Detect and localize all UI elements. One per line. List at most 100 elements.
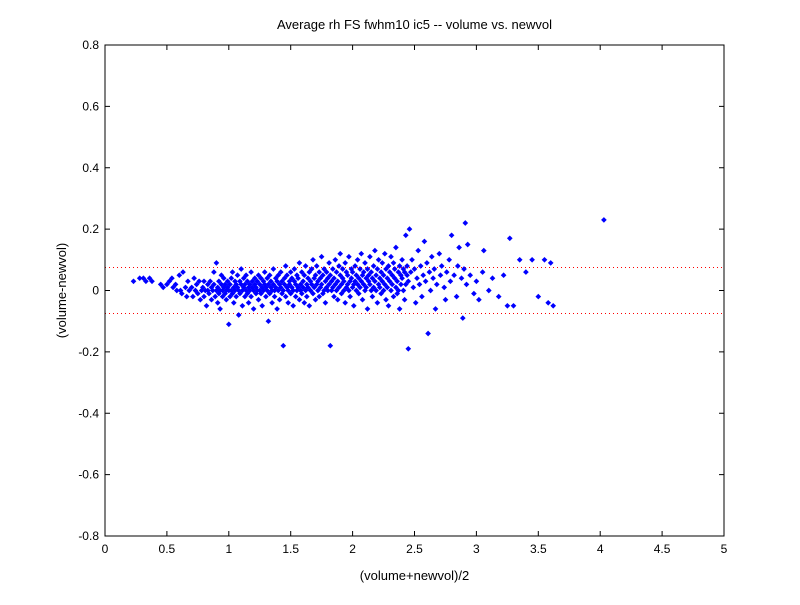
data-point xyxy=(398,281,404,288)
data-point xyxy=(234,272,241,279)
data-point xyxy=(269,299,275,306)
data-point xyxy=(375,256,382,263)
data-point xyxy=(136,275,143,282)
data-point xyxy=(347,293,353,300)
data-point xyxy=(331,275,337,282)
data-point xyxy=(211,269,217,275)
data-point xyxy=(419,293,425,300)
data-point xyxy=(421,238,428,245)
data-point xyxy=(280,287,287,294)
data-point xyxy=(409,256,415,263)
data-point xyxy=(212,293,219,300)
data-point xyxy=(383,296,389,303)
data-point xyxy=(329,266,336,272)
data-point xyxy=(417,263,424,269)
data-point xyxy=(437,272,444,279)
data-point xyxy=(404,272,410,279)
data-point xyxy=(510,302,517,309)
data-point xyxy=(415,247,422,254)
data-point xyxy=(194,290,201,297)
x-tick-label: 2.5 xyxy=(406,542,423,556)
data-point xyxy=(326,260,332,266)
data-point xyxy=(190,293,196,300)
data-point xyxy=(364,306,371,312)
data-point xyxy=(399,256,405,263)
data-point xyxy=(270,266,277,272)
data-point xyxy=(173,287,180,294)
data-point xyxy=(459,315,466,321)
data-point xyxy=(196,278,202,285)
data-point xyxy=(239,302,246,309)
data-point xyxy=(263,293,269,300)
data-point xyxy=(479,269,486,275)
data-point xyxy=(217,306,223,312)
data-point xyxy=(396,306,403,312)
data-point xyxy=(180,269,186,275)
data-point xyxy=(350,302,357,309)
data-point xyxy=(385,302,392,309)
data-point xyxy=(303,293,310,300)
data-point xyxy=(334,296,341,303)
data-point xyxy=(178,290,185,297)
data-point xyxy=(463,281,470,288)
data-point xyxy=(495,293,502,300)
data-point xyxy=(227,281,233,288)
data-point xyxy=(301,299,308,306)
x-tick-label: 5 xyxy=(721,542,728,556)
data-point xyxy=(333,269,340,275)
data-point xyxy=(467,272,474,279)
data-point xyxy=(282,293,289,300)
data-point xyxy=(404,263,410,269)
data-point xyxy=(535,293,542,300)
data-point xyxy=(360,269,367,275)
data-point xyxy=(213,260,220,266)
data-point xyxy=(489,275,496,282)
data-point xyxy=(485,287,492,294)
data-point xyxy=(332,256,339,263)
data-point xyxy=(185,278,191,285)
data-point xyxy=(432,306,439,312)
data-point xyxy=(545,299,552,306)
data-point xyxy=(516,256,523,263)
data-point xyxy=(443,269,450,275)
data-point xyxy=(458,275,465,282)
data-point xyxy=(265,318,272,325)
data-point xyxy=(255,296,262,303)
data-point xyxy=(462,220,469,226)
data-point xyxy=(172,281,179,288)
data-point xyxy=(372,247,378,254)
data-point xyxy=(312,296,319,303)
data-point xyxy=(441,284,448,291)
data-point xyxy=(359,296,366,303)
data-point xyxy=(380,272,387,279)
data-point xyxy=(349,269,356,275)
data-point xyxy=(334,278,341,285)
data-point xyxy=(191,275,197,282)
data-point xyxy=(248,293,254,300)
data-point xyxy=(426,269,433,275)
data-point xyxy=(339,266,346,272)
data-point xyxy=(438,263,445,269)
data-point xyxy=(197,296,204,303)
data-point xyxy=(322,299,329,306)
data-point xyxy=(367,281,373,288)
data-point xyxy=(149,278,155,285)
data-point xyxy=(225,321,232,328)
data-point xyxy=(411,266,418,272)
data-point xyxy=(282,263,289,269)
data-point xyxy=(266,272,273,279)
data-point xyxy=(363,284,370,291)
chart-title: Average rh FS fwhm10 ic5 -- volume vs. n… xyxy=(277,17,552,32)
data-point xyxy=(346,253,352,260)
data-point xyxy=(433,281,440,288)
data-point xyxy=(425,330,431,337)
x-axis-label: (volume+newvol)/2 xyxy=(360,568,469,583)
data-point xyxy=(461,266,467,272)
data-point xyxy=(291,266,298,272)
data-point xyxy=(454,263,461,269)
data-point xyxy=(390,260,397,266)
data-point xyxy=(402,232,409,239)
data-point xyxy=(331,293,337,300)
data-point xyxy=(541,256,548,263)
